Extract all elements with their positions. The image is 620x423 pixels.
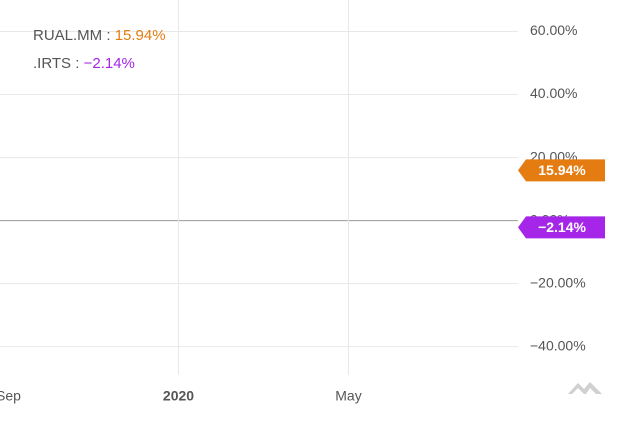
legend-entry: RUAL.MM : 15.94% <box>33 27 166 44</box>
logo <box>568 382 602 394</box>
legend-name: .IRTS <box>33 55 71 72</box>
end-tag-label: 15.94% <box>538 162 586 178</box>
legend-entry: .IRTS : −2.14% <box>33 55 135 72</box>
legend-value: 15.94% <box>115 27 166 44</box>
end-tag <box>518 159 605 182</box>
end-tag-label: −2.14% <box>538 219 586 235</box>
legend-name: RUAL.MM <box>33 27 102 44</box>
legend-separator: : <box>102 27 115 44</box>
legend-value: −2.14% <box>84 55 135 72</box>
y-tick-label: 40.00% <box>530 85 577 101</box>
x-tick-label: Sep <box>0 388 21 404</box>
x-tick-label: May <box>335 388 361 404</box>
end-tag <box>518 216 605 239</box>
y-tick-label: 60.00% <box>530 22 577 38</box>
y-tick-label: −40.00% <box>530 337 586 353</box>
y-tick-label: −20.00% <box>530 274 586 290</box>
x-tick-label: 2020 <box>163 388 194 404</box>
legend-separator: : <box>71 55 84 72</box>
